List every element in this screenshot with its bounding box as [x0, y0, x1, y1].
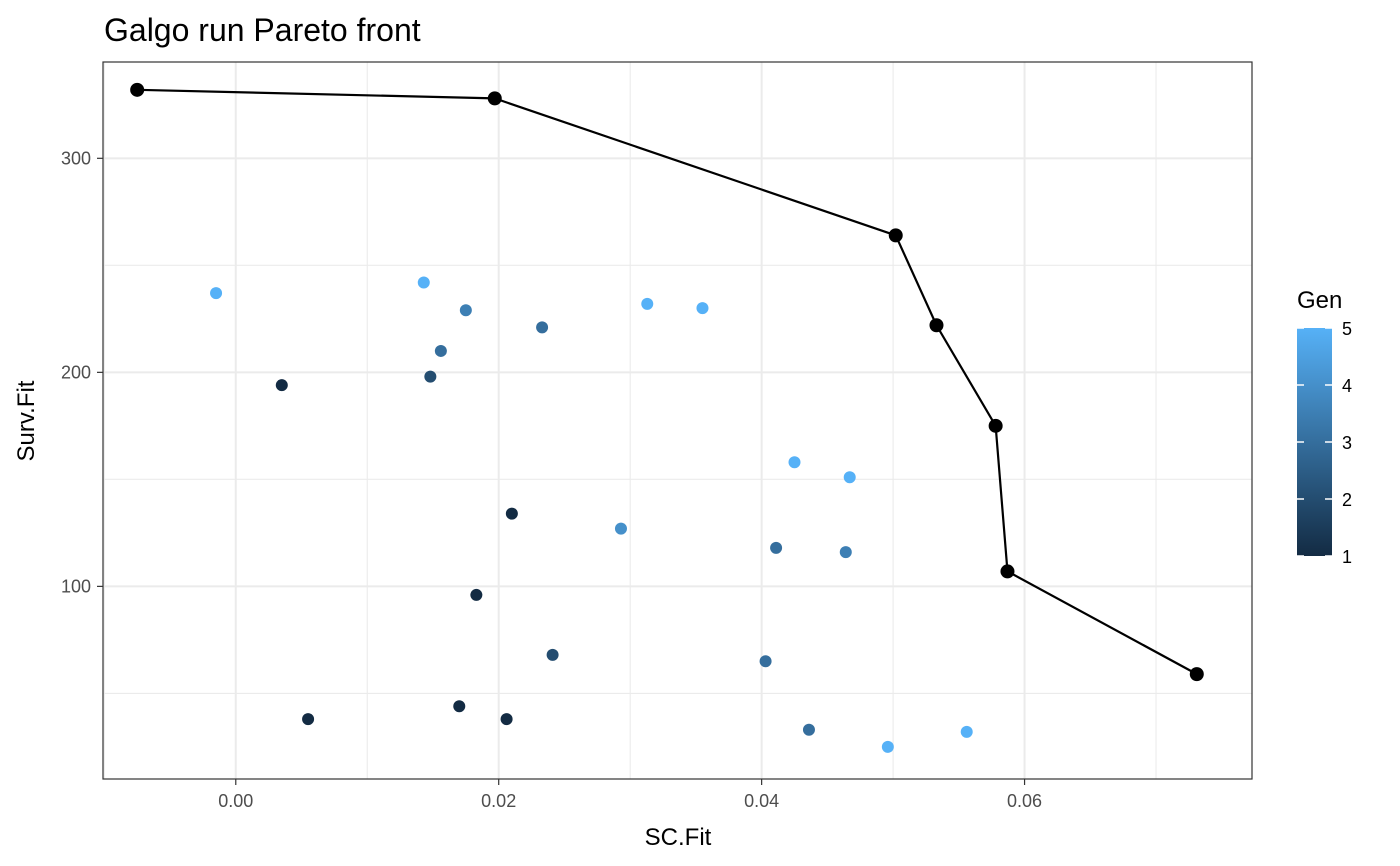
scatter-point: [275, 379, 288, 392]
scatter-point: [453, 700, 466, 713]
scatter-point: [770, 541, 783, 554]
legend-title: Gen: [1297, 287, 1342, 314]
pareto-front-point: [1189, 667, 1204, 682]
scatter-point: [302, 713, 315, 726]
y-tick-label: 200: [61, 362, 91, 382]
x-tick-label: 0.06: [1007, 791, 1042, 811]
scatter-point: [881, 740, 894, 753]
pareto-front-point: [1000, 564, 1015, 579]
panel-border: [102, 61, 1253, 780]
chart-title: Galgo run Pareto front: [104, 12, 421, 48]
y-tick-label: 300: [61, 148, 91, 168]
scatter-point: [960, 725, 973, 738]
y-tick-label: 100: [61, 576, 91, 596]
scatter-point: [536, 321, 549, 334]
scatter-point: [839, 546, 852, 559]
scatter-point: [641, 297, 654, 310]
grid: [103, 62, 1252, 779]
scatter-point: [500, 713, 513, 726]
gen-legend: Gen 1 2 3 4 5: [1297, 287, 1352, 567]
legend-tick-label: 5: [1342, 319, 1352, 339]
x-tick-label: 0.00: [218, 791, 253, 811]
scatter-point: [424, 370, 437, 383]
scatter-point: [434, 344, 447, 357]
chart-marks: [130, 82, 1204, 753]
scatter-point: [470, 588, 483, 601]
scatter-point: [759, 655, 772, 668]
scatter-point: [696, 302, 709, 315]
scatter-point: [459, 304, 472, 317]
scatter-point: [505, 507, 518, 520]
x-tick-label: 0.04: [744, 791, 779, 811]
legend-tick-label: 2: [1342, 490, 1352, 510]
pareto-front-point: [888, 228, 903, 243]
pareto-front-point: [487, 91, 502, 106]
legend-tick-label: 1: [1342, 547, 1352, 567]
scatter-point: [843, 471, 856, 484]
scatter-point: [802, 723, 815, 736]
scatter-point: [210, 287, 223, 300]
x-axis-title: SC.Fit: [645, 824, 712, 851]
pareto-front-point: [929, 318, 944, 333]
x-tick-label: 0.02: [481, 791, 516, 811]
legend-tick-label: 4: [1342, 376, 1352, 396]
scatter-point: [417, 276, 430, 289]
pareto-front-point: [988, 418, 1003, 433]
axis-ticks: 0.00 0.02 0.04 0.06 100 200 300: [61, 148, 1042, 811]
scatter-point: [546, 648, 559, 661]
scatter-point: [614, 522, 627, 535]
pareto-front-point: [130, 82, 145, 97]
y-axis-title: Surv.Fit: [13, 380, 40, 461]
legend-tick-label: 3: [1342, 433, 1352, 453]
scatter-point: [788, 456, 801, 469]
